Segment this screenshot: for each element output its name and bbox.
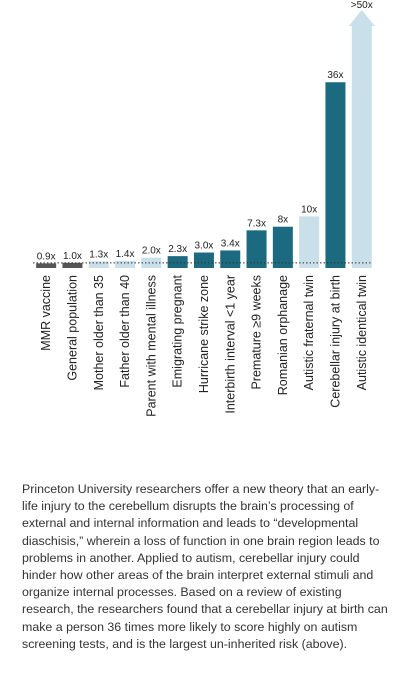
category-label: Romanian orphanage bbox=[276, 275, 290, 395]
bar bbox=[220, 250, 241, 268]
bar bbox=[193, 252, 214, 268]
value-label: 8x bbox=[278, 215, 289, 226]
category-label: Father older than 40 bbox=[118, 275, 132, 388]
category-label: General population bbox=[65, 275, 79, 381]
bar bbox=[272, 226, 293, 268]
category-label: Emigrating pregnant bbox=[171, 274, 185, 387]
bar bbox=[36, 263, 57, 268]
bar bbox=[141, 257, 162, 268]
category-label: Premature ≥9 weeks bbox=[250, 275, 264, 390]
value-label: 3.4x bbox=[221, 238, 240, 249]
bar bbox=[167, 256, 188, 268]
category-label: Interbirth interval <1 year bbox=[223, 275, 237, 414]
category-label: Autistic identical twin bbox=[355, 275, 369, 390]
caption: Princeton University researchers offer a… bbox=[22, 482, 388, 651]
bar bbox=[246, 230, 267, 268]
value-label: 3.0x bbox=[194, 241, 213, 252]
value-label: 2.3x bbox=[168, 244, 187, 255]
bar bbox=[62, 262, 83, 268]
category-label: Parent with mental illness bbox=[144, 275, 158, 417]
value-label: 2.0x bbox=[142, 246, 161, 257]
arrow-bar bbox=[348, 10, 375, 268]
chart: 0.9x MMR vaccine 1.0x General population 1.3… bbox=[33, 0, 375, 417]
value-label: 1.0x bbox=[63, 251, 82, 262]
category-label: Cerebellar injury at birth bbox=[328, 275, 342, 408]
category-label: Autistic fraternal twin bbox=[302, 275, 316, 390]
value-label: 10x bbox=[301, 204, 317, 215]
value-label: 0.9x bbox=[37, 251, 56, 262]
value-label: 1.3x bbox=[89, 249, 108, 260]
bar bbox=[88, 261, 109, 268]
category-label: Hurricane strike zone bbox=[197, 275, 211, 393]
bar bbox=[325, 82, 346, 269]
value-label: 36x bbox=[327, 70, 343, 81]
category-label: MMR vaccine bbox=[39, 275, 53, 351]
bar bbox=[299, 216, 320, 268]
bar bbox=[115, 260, 136, 268]
category-label: Mother older than 35 bbox=[92, 275, 106, 390]
value-label: >50x bbox=[351, 0, 373, 11]
value-label: 7.3x bbox=[247, 218, 266, 229]
value-label: 1.4x bbox=[116, 249, 135, 260]
